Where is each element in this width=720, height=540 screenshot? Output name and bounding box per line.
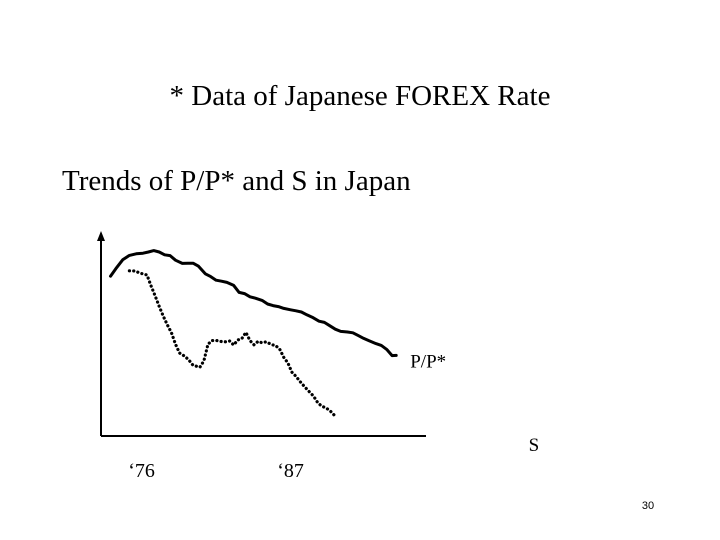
- series-line-s: [127, 269, 336, 417]
- series-layer: [109, 249, 398, 417]
- chart-title: Trends of P/P* and S in Japan: [62, 165, 411, 197]
- chart-axes: [97, 231, 426, 437]
- y-axis-arrowhead: [97, 231, 105, 241]
- x-tick-label-1: ‘87: [277, 460, 304, 482]
- page-number: 30: [641, 500, 655, 512]
- series-label-p-p: P/P*: [410, 351, 446, 372]
- x-tick-label-0: ‘76: [128, 460, 155, 482]
- series-line-p-p: [109, 249, 398, 358]
- series-label-s: S: [529, 435, 540, 456]
- tick-labels: ‘76 ‘87: [128, 460, 304, 482]
- slide-title: * Data of Japanese FOREX Rate: [169, 80, 551, 112]
- series-labels: P/P* S: [410, 351, 539, 455]
